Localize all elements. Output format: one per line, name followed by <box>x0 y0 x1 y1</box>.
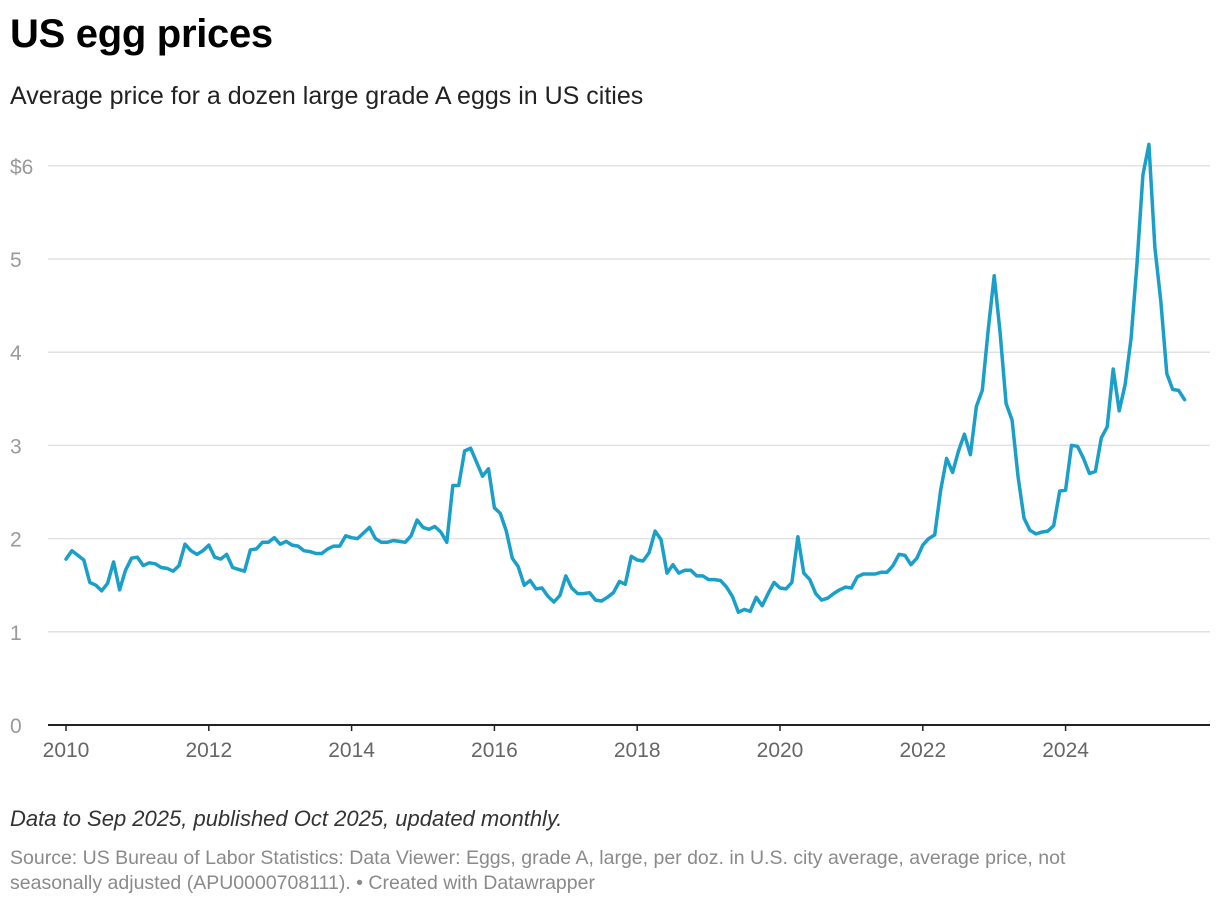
data-note: Data to Sep 2025, published Oct 2025, up… <box>10 806 563 831</box>
y-tick-label: 2 <box>10 529 22 552</box>
x-tick-label: 2022 <box>899 739 946 762</box>
source-text: Source: US Bureau of Labor Statistics: D… <box>10 846 1190 896</box>
y-tick-label: 0 <box>10 715 22 738</box>
x-tick-label: 2016 <box>471 739 518 762</box>
line-chart: 0 1 2 3 4 5 $6 2010 2012 2014 2016 2018 2020 2022 202… <box>10 142 1210 762</box>
x-tick-label: 2024 <box>1042 739 1089 762</box>
y-tick-label: 1 <box>10 622 22 645</box>
x-tick-label: 2010 <box>43 739 90 762</box>
source-line-2: seasonally adjusted (APU0000708111). • C… <box>10 872 595 894</box>
gridlines <box>48 165 1210 726</box>
series-group <box>64 142 1187 614</box>
x-tick-label: 2020 <box>757 739 804 762</box>
x-axis-ticks: 2010 2012 2014 2016 2018 2020 2022 2024 <box>43 725 1089 762</box>
y-axis-ticks: 0 1 2 3 4 5 $6 <box>10 156 33 738</box>
chart-title: US egg prices <box>10 12 273 56</box>
y-tick-label: $6 <box>10 156 33 179</box>
y-tick-label: 5 <box>10 249 22 272</box>
x-tick-label: 2018 <box>614 739 661 762</box>
y-tick-label: 3 <box>10 435 22 458</box>
x-tick-label: 2014 <box>328 739 375 762</box>
series-line-0 <box>64 142 1187 614</box>
source-line-1: Source: US Bureau of Labor Statistics: D… <box>10 847 1066 869</box>
x-tick-label: 2012 <box>185 739 232 762</box>
y-tick-label: 4 <box>10 342 22 365</box>
chart-subtitle: Average price for a dozen large grade A … <box>10 82 644 110</box>
